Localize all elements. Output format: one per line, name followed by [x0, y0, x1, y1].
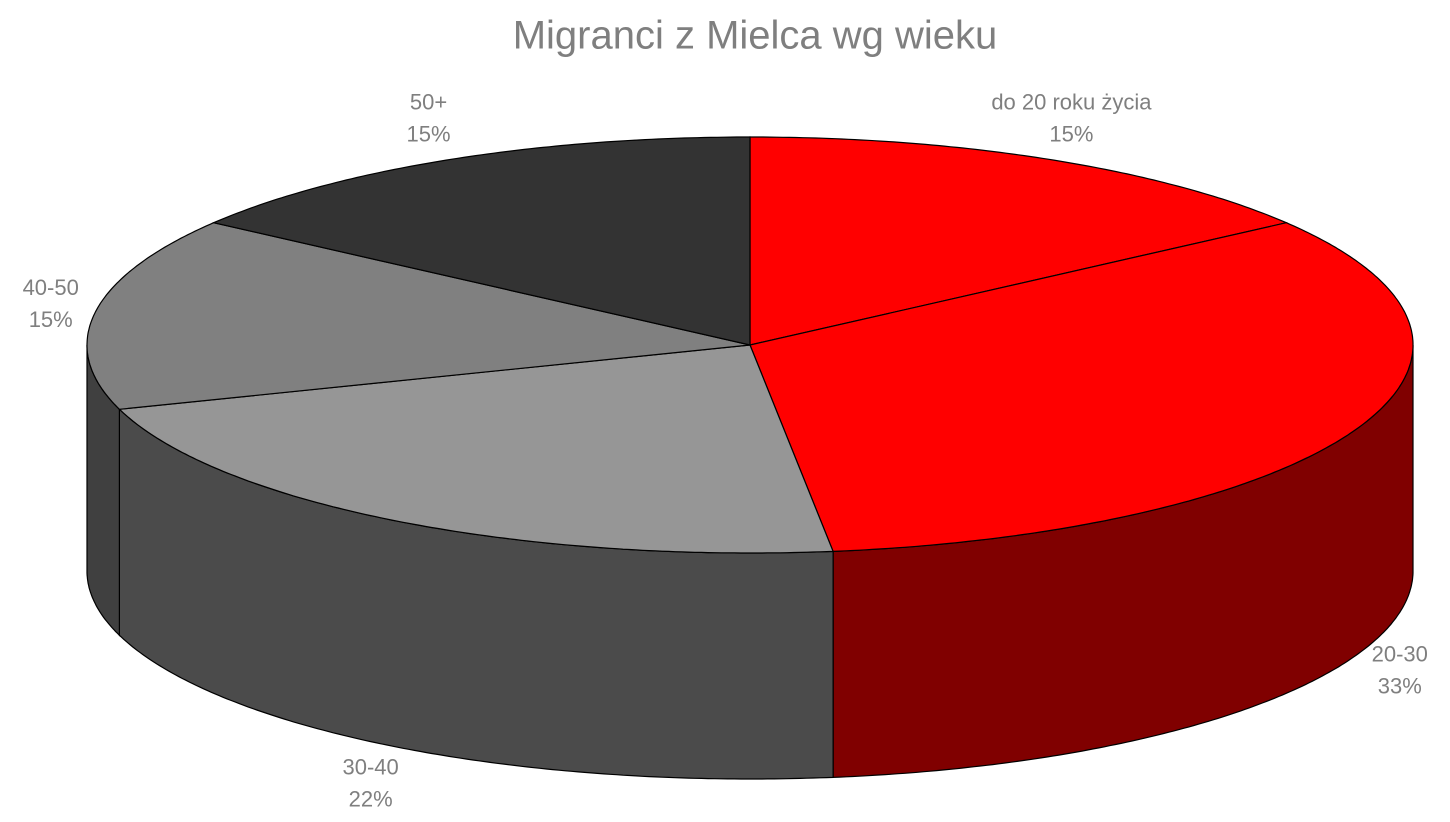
pie-slice [749, 222, 1414, 553]
slice-label: 30-40 [342, 754, 398, 779]
slice-value: 33% [1378, 673, 1422, 698]
slice-value: 15% [407, 121, 451, 146]
slice-label: 20-30 [1372, 641, 1428, 666]
slice-label: 50+ [410, 89, 447, 114]
slice-value: 15% [1049, 121, 1093, 146]
chart-title: Migranci z Mielca wg wieku [513, 14, 998, 58]
slice-value: 22% [349, 786, 393, 811]
pie-slice [211, 136, 751, 346]
slice-label: do 20 roku życia [991, 89, 1152, 114]
slice-label: 40-50 [23, 275, 79, 300]
slice-value: 15% [29, 307, 73, 332]
pie-slice [117, 344, 834, 554]
pie-slice [86, 222, 751, 410]
pie-slice [749, 136, 1289, 346]
